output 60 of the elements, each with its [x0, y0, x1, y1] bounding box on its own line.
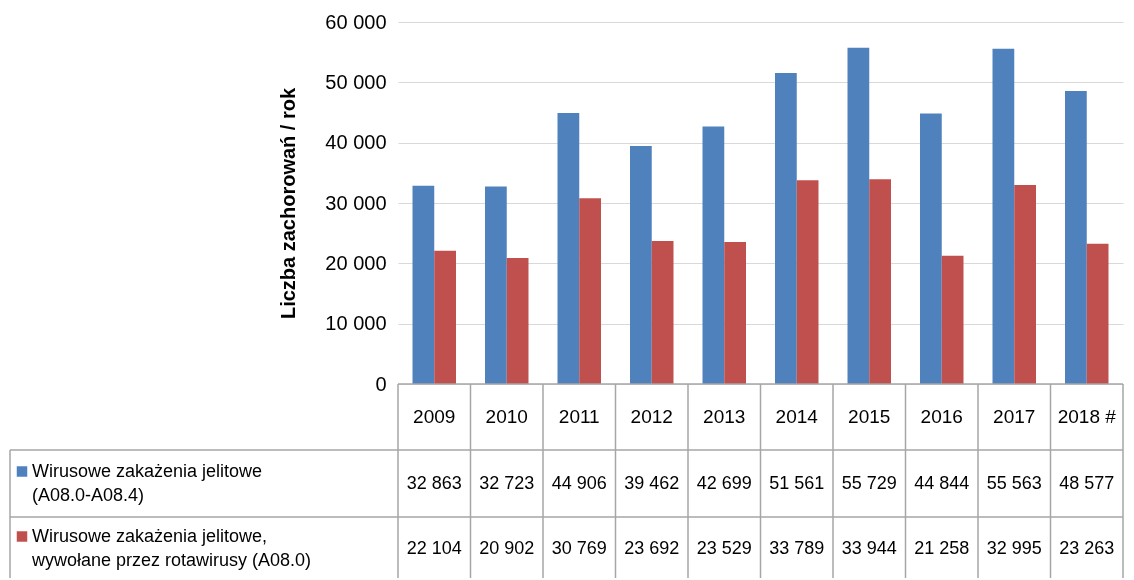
y-tick-label: 60 000 — [325, 10, 387, 33]
bar — [630, 145, 652, 384]
x-tick-label: 2009 — [413, 406, 456, 427]
data-label: 32 863 — [406, 472, 462, 493]
x-tick-label: 2012 — [630, 406, 673, 427]
data-label: 23 529 — [696, 537, 752, 558]
legend-label: Wirusowe zakażenia jelitowe, wywołane przez rotawirusy (A08.0) — [31, 525, 312, 570]
y-tick-label: 0 — [375, 372, 387, 395]
y-tick-label: 20 000 — [325, 251, 387, 274]
bar — [485, 186, 507, 384]
bar — [557, 113, 580, 384]
x-tick-label: 2017 — [993, 406, 1036, 427]
x-tick-label: 2014 — [775, 406, 819, 427]
x-tick-label: 2010 — [485, 406, 528, 427]
data-label: 32 995 — [986, 537, 1042, 558]
data-label: 44 906 — [551, 472, 607, 493]
x-tick-label: 2018 # — [1057, 406, 1117, 427]
y-tick-label: 10 000 — [325, 312, 387, 335]
bar — [920, 113, 942, 384]
bar — [651, 241, 674, 384]
data-label: 30 769 — [551, 537, 607, 558]
data-label: 22 104 — [406, 537, 462, 558]
data-label: 42 699 — [696, 472, 752, 493]
bar — [579, 198, 601, 384]
y-tick-label: 40 000 — [325, 131, 387, 154]
y-axis-title: Liczba zachorowań / rok — [277, 87, 300, 320]
bar — [506, 257, 529, 384]
x-tick-label: 2011 — [558, 406, 600, 427]
data-label: 44 844 — [914, 472, 970, 493]
y-tick-label: 50 000 — [325, 70, 387, 93]
x-tick-label: 2016 — [920, 406, 963, 427]
bar — [1014, 184, 1036, 384]
data-label: 21 258 — [914, 537, 970, 558]
data-label: 55 729 — [841, 472, 897, 493]
data-label: 33 944 — [841, 537, 897, 558]
bar — [775, 72, 797, 384]
data-label: 51 561 — [769, 472, 825, 493]
bar — [412, 185, 435, 384]
data-label: 23 263 — [1059, 537, 1115, 558]
bar — [992, 48, 1015, 384]
legend-label: Wirusowe zakażenia jelitowe (A08.0-A08.4) — [32, 460, 263, 505]
bar — [724, 242, 746, 384]
bar — [434, 250, 456, 384]
bar — [847, 47, 870, 384]
bar — [1065, 90, 1087, 384]
bar — [796, 180, 819, 384]
x-tick-label: 2015 — [848, 406, 891, 427]
data-label: 48 577 — [1059, 472, 1115, 493]
data-label: 32 723 — [479, 472, 535, 493]
data-label: 20 902 — [479, 537, 535, 558]
bar — [941, 255, 964, 384]
x-tick-label: 2013 — [703, 406, 746, 427]
bar — [869, 179, 891, 384]
data-label: 55 563 — [986, 472, 1042, 493]
data-label: 39 462 — [624, 472, 680, 493]
y-tick-label: 30 000 — [325, 191, 387, 214]
bar — [1086, 243, 1109, 384]
data-label: 33 789 — [769, 537, 825, 558]
bar — [702, 126, 725, 384]
data-label: 23 692 — [624, 537, 680, 558]
